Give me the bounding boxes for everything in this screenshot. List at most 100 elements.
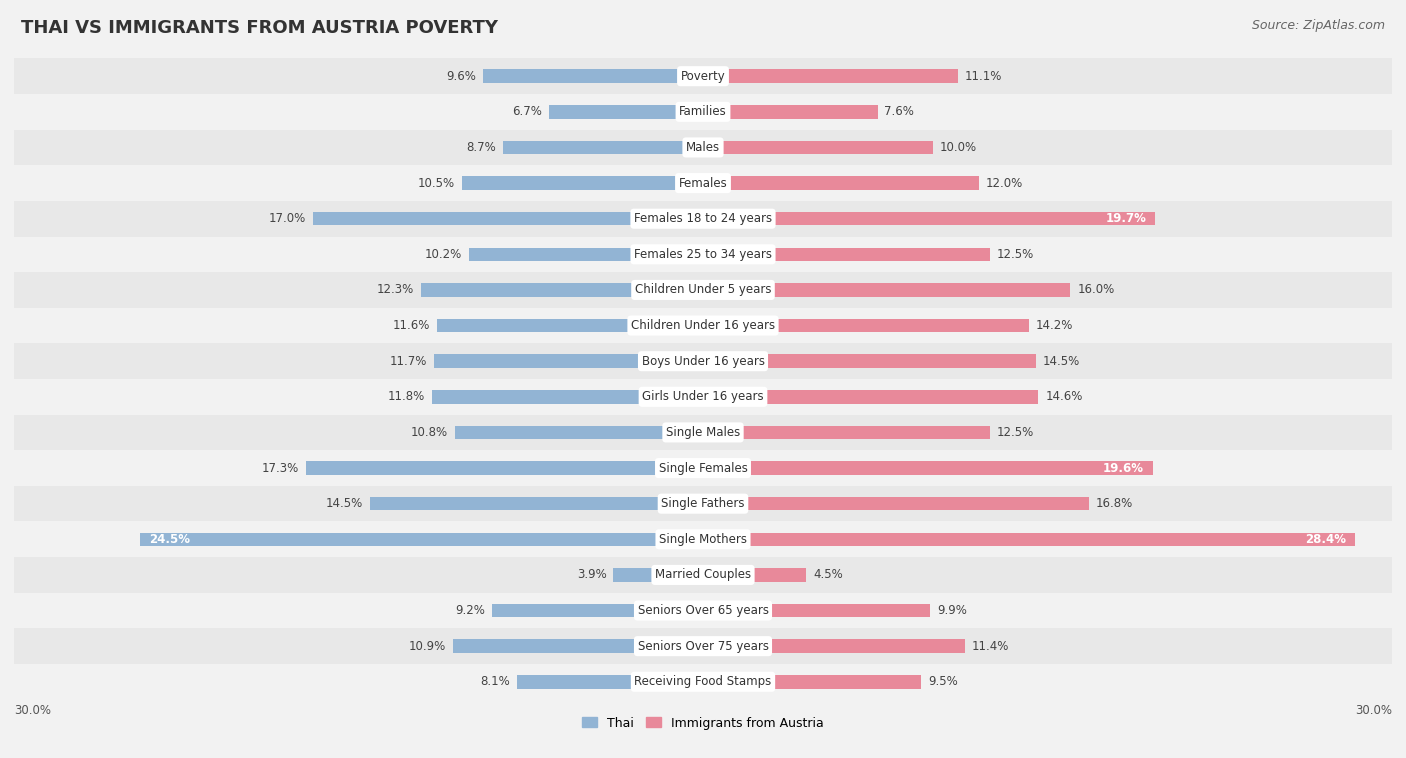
Bar <box>703 212 1156 225</box>
Bar <box>703 675 921 688</box>
Bar <box>14 272 1392 308</box>
Bar <box>420 283 703 296</box>
Bar <box>370 497 703 510</box>
Bar <box>14 415 1392 450</box>
Text: 11.6%: 11.6% <box>392 319 430 332</box>
Bar <box>468 248 703 261</box>
Text: 12.0%: 12.0% <box>986 177 1022 190</box>
Text: Single Males: Single Males <box>666 426 740 439</box>
Text: Males: Males <box>686 141 720 154</box>
Bar <box>432 390 703 403</box>
Text: 12.5%: 12.5% <box>997 426 1035 439</box>
Bar <box>14 664 1392 700</box>
Bar <box>14 557 1392 593</box>
Bar <box>703 141 932 154</box>
Text: Single Females: Single Females <box>658 462 748 475</box>
Bar <box>14 593 1392 628</box>
Text: THAI VS IMMIGRANTS FROM AUSTRIA POVERTY: THAI VS IMMIGRANTS FROM AUSTRIA POVERTY <box>21 19 498 37</box>
Bar <box>305 462 703 475</box>
Bar <box>312 212 703 225</box>
Text: 14.5%: 14.5% <box>1043 355 1080 368</box>
Bar <box>437 319 703 332</box>
Text: Poverty: Poverty <box>681 70 725 83</box>
Bar <box>703 568 807 581</box>
Legend: Thai, Immigrants from Austria: Thai, Immigrants from Austria <box>576 712 830 735</box>
Text: 10.0%: 10.0% <box>939 141 977 154</box>
Bar <box>703 283 1070 296</box>
Text: 9.2%: 9.2% <box>456 604 485 617</box>
Bar <box>703 177 979 190</box>
Text: Females 18 to 24 years: Females 18 to 24 years <box>634 212 772 225</box>
Bar <box>613 568 703 581</box>
Text: 8.7%: 8.7% <box>467 141 496 154</box>
Bar <box>434 355 703 368</box>
Bar <box>703 248 990 261</box>
Text: 3.9%: 3.9% <box>576 568 606 581</box>
Text: 7.6%: 7.6% <box>884 105 914 118</box>
Bar <box>703 319 1029 332</box>
Text: Families: Families <box>679 105 727 118</box>
Bar <box>703 640 965 653</box>
Bar <box>14 486 1392 522</box>
Text: 14.5%: 14.5% <box>326 497 363 510</box>
Text: 19.6%: 19.6% <box>1102 462 1144 475</box>
Bar <box>14 522 1392 557</box>
Text: 10.2%: 10.2% <box>425 248 461 261</box>
Text: 17.3%: 17.3% <box>262 462 299 475</box>
Text: 9.9%: 9.9% <box>938 604 967 617</box>
Text: 28.4%: 28.4% <box>1305 533 1346 546</box>
Bar <box>14 94 1392 130</box>
Text: Single Mothers: Single Mothers <box>659 533 747 546</box>
Bar <box>14 165 1392 201</box>
Text: 9.6%: 9.6% <box>446 70 475 83</box>
Text: Source: ZipAtlas.com: Source: ZipAtlas.com <box>1251 19 1385 32</box>
Text: 16.8%: 16.8% <box>1095 497 1133 510</box>
Text: 4.5%: 4.5% <box>813 568 844 581</box>
Bar <box>703 390 1038 403</box>
Bar <box>703 497 1088 510</box>
Text: 30.0%: 30.0% <box>1355 704 1392 717</box>
Text: 17.0%: 17.0% <box>269 212 305 225</box>
Bar <box>14 379 1392 415</box>
Text: 8.1%: 8.1% <box>481 675 510 688</box>
Text: 12.3%: 12.3% <box>377 283 413 296</box>
Text: Children Under 16 years: Children Under 16 years <box>631 319 775 332</box>
Text: Females 25 to 34 years: Females 25 to 34 years <box>634 248 772 261</box>
Bar <box>517 675 703 688</box>
Text: Seniors Over 75 years: Seniors Over 75 years <box>637 640 769 653</box>
Bar <box>503 141 703 154</box>
Text: 6.7%: 6.7% <box>512 105 543 118</box>
Bar <box>14 308 1392 343</box>
Bar <box>703 604 931 617</box>
Text: Receiving Food Stamps: Receiving Food Stamps <box>634 675 772 688</box>
Bar <box>141 533 703 546</box>
Text: 11.8%: 11.8% <box>388 390 425 403</box>
Text: 11.1%: 11.1% <box>965 70 1002 83</box>
Bar <box>14 343 1392 379</box>
Text: Single Fathers: Single Fathers <box>661 497 745 510</box>
Bar <box>703 355 1036 368</box>
Text: 16.0%: 16.0% <box>1077 283 1115 296</box>
Bar <box>703 533 1355 546</box>
Bar <box>703 105 877 118</box>
Bar <box>550 105 703 118</box>
Text: 10.9%: 10.9% <box>409 640 446 653</box>
Text: Females: Females <box>679 177 727 190</box>
Text: 10.8%: 10.8% <box>411 426 449 439</box>
Text: Girls Under 16 years: Girls Under 16 years <box>643 390 763 403</box>
Bar <box>482 70 703 83</box>
Text: 19.7%: 19.7% <box>1105 212 1146 225</box>
Text: Married Couples: Married Couples <box>655 568 751 581</box>
Text: 30.0%: 30.0% <box>14 704 51 717</box>
Text: 11.4%: 11.4% <box>972 640 1010 653</box>
Bar <box>14 450 1392 486</box>
Bar <box>703 426 990 439</box>
Bar <box>14 628 1392 664</box>
Text: 9.5%: 9.5% <box>928 675 957 688</box>
Text: 12.5%: 12.5% <box>997 248 1035 261</box>
Text: 24.5%: 24.5% <box>149 533 191 546</box>
Bar <box>14 130 1392 165</box>
Text: 14.2%: 14.2% <box>1036 319 1073 332</box>
Bar <box>461 177 703 190</box>
Bar <box>456 426 703 439</box>
